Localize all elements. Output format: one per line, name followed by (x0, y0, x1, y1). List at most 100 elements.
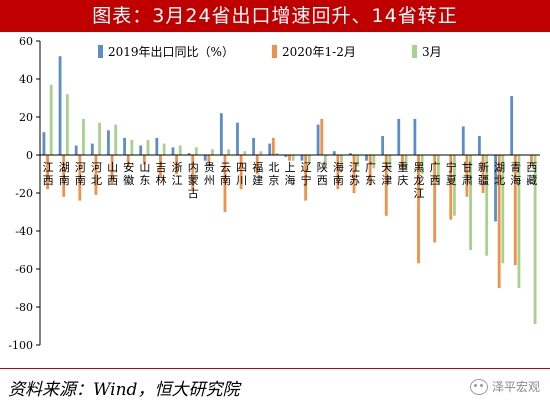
category-label: 江西 (43, 161, 54, 187)
bar-1-上海 (284, 155, 288, 157)
category-label: 江苏 (349, 161, 360, 187)
bar-1-辽宁 (300, 155, 304, 161)
source-footer: 资料来源：Wind，恒大研究院 泽平宏观 (0, 368, 550, 404)
category-label: 宁夏 (446, 160, 457, 187)
chart-title: 图表：3月24省出口增速回升、14省转正 (0, 0, 550, 32)
bar-2-重庆 (401, 155, 404, 169)
bar-2-云南 (223, 155, 227, 212)
bar-3-天津 (388, 155, 392, 171)
bar-3-浙江 (178, 145, 182, 155)
y-tick-label: 0 (26, 149, 33, 162)
bar-1-湖南 (58, 56, 62, 156)
y-tick-label: -60 (15, 263, 33, 276)
bar-1-江苏 (348, 153, 352, 155)
bar-2-浙江 (175, 155, 178, 174)
bar-3-安徽 (130, 139, 134, 155)
category-label: 广西 (430, 161, 441, 187)
bar-2-江西 (46, 155, 49, 190)
bar-1-新疆 (478, 136, 481, 155)
bar-2-内蒙古 (191, 155, 195, 190)
category-label: 河南 (75, 161, 86, 187)
category-label: 福建 (252, 160, 263, 187)
bar-1-广东 (365, 155, 368, 161)
bar-3-江西 (49, 84, 53, 155)
bar-1-山西 (107, 130, 110, 155)
wechat-icon (469, 378, 488, 395)
bar-3-山东 (146, 139, 150, 155)
bar-2-湖南 (62, 155, 66, 197)
bar-1-河北 (90, 143, 94, 155)
bar-3-湖南 (65, 94, 69, 155)
bar-2-河北 (94, 155, 98, 195)
watermark-text: 泽平宏观 (491, 380, 540, 394)
legend-label: 2020年1-2月 (282, 45, 356, 59)
bar-chart: 60 40 20 0 -20 -40 -60 -80 -100 江西湖南河南河北山西安徽山东吉林浙… (8, 35, 540, 352)
bar-2-湖北 (497, 155, 501, 288)
bar-1-安徽 (123, 137, 126, 155)
category-label: 海南 (333, 160, 344, 187)
bar-3-江苏 (356, 155, 360, 167)
category-label: 青海 (510, 161, 521, 187)
watermark: 泽平宏观 (469, 378, 540, 395)
bar-3-湖北 (501, 155, 505, 264)
legend-label: 2019年出口同比（%） (108, 45, 234, 59)
y-tick-label: -20 (15, 187, 33, 200)
legend-swatch (98, 45, 103, 58)
legend-swatch (412, 45, 417, 58)
legend-label: 3月 (422, 45, 442, 59)
category-label: 上海 (285, 161, 296, 187)
bar-2-陕西 (320, 118, 324, 155)
bar-1-河南 (74, 145, 78, 155)
bar-1-黑龙江 (413, 118, 417, 155)
bar-1-浙江 (171, 147, 175, 155)
bar-1-重庆 (397, 118, 401, 155)
category-label: 新疆 (478, 160, 489, 187)
bar-3-辽宁 (307, 155, 311, 163)
bar-1-北京 (268, 143, 272, 155)
y-tick-label: 20 (19, 111, 33, 124)
y-tick-label: 40 (19, 73, 33, 86)
category-label: 重庆 (397, 160, 408, 187)
bar-1-湖北 (494, 155, 497, 222)
bar-1-天津 (381, 136, 385, 155)
bar-3-福建 (259, 151, 263, 155)
category-label: 西藏 (526, 161, 537, 187)
bar-1-陕西 (316, 124, 320, 155)
bar-2-新疆 (481, 155, 485, 193)
y-tick-label: -40 (15, 225, 33, 238)
bar-3-山西 (114, 124, 118, 155)
bar-3-河北 (98, 122, 101, 155)
bar-2-安徽 (126, 155, 130, 167)
bar-2-广东 (368, 155, 372, 186)
bar-2-上海 (288, 155, 291, 161)
bar-2-海南 (336, 155, 340, 190)
bar-1-贵州 (203, 155, 207, 161)
category-label: 湖北 (494, 161, 505, 187)
bar-2-黑龙江 (417, 155, 420, 264)
bar-2-广西 (433, 155, 437, 243)
y-tick-label: -80 (15, 301, 33, 314)
bar-1-山东 (139, 145, 143, 155)
category-label: 陕西 (317, 160, 328, 187)
bar-1-内蒙古 (187, 153, 191, 155)
bar-2-辽宁 (304, 155, 308, 201)
bar-1-海南 (332, 151, 336, 155)
bar-1-四川 (236, 122, 239, 155)
category-label: 云南 (220, 161, 231, 187)
category-label: 贵州 (204, 161, 215, 187)
category-label: 黑龙江 (414, 161, 425, 200)
bar-2-宁夏 (449, 155, 453, 220)
bar-3-西藏 (533, 155, 537, 325)
category-label: 吉林 (155, 161, 166, 187)
source-note: 资料来源：Wind，恒大研究院 (8, 380, 240, 400)
bar-3-河南 (82, 118, 85, 155)
bar-3-重庆 (404, 155, 408, 171)
bar-3-四川 (243, 151, 247, 155)
bar-3-北京 (275, 153, 279, 155)
bar-1-云南 (219, 113, 223, 155)
category-label: 甘肃 (462, 161, 473, 187)
bar-2-甘肃 (465, 155, 469, 197)
category-label: 浙江 (172, 161, 183, 187)
bar-2-青海 (513, 155, 517, 266)
category-label: 内蒙古 (188, 160, 199, 200)
